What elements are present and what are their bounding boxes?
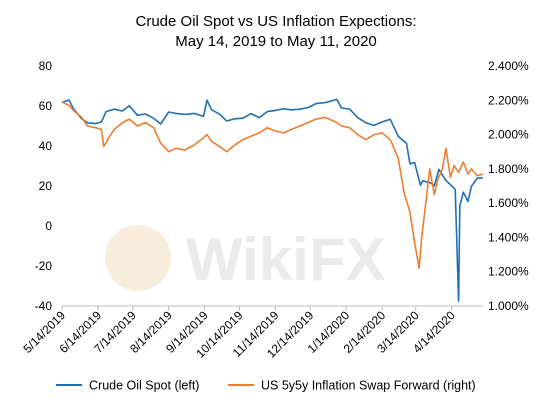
watermark-logo <box>105 225 171 291</box>
right-y-tick-label: 1.000% <box>488 299 529 313</box>
chart-title-line-1: Crude Oil Spot vs US Inflation Expection… <box>136 13 417 30</box>
right-y-tick-label: 1.200% <box>488 265 529 279</box>
left-y-tick-label: 0 <box>45 219 52 233</box>
watermark-text: WikiFX <box>186 226 385 293</box>
left-y-tick-label: -20 <box>35 259 53 273</box>
left-y-tick-label: 80 <box>39 59 53 73</box>
right-y-tick-label: 1.400% <box>488 230 529 244</box>
right-y-tick-label: 2.000% <box>488 128 529 142</box>
legend: Crude Oil Spot (left) US 5y5y Inflation … <box>56 379 476 393</box>
right-y-tick-label: 1.600% <box>488 196 529 210</box>
left-y-tick-label: 20 <box>39 179 53 193</box>
series-line-crude-oil <box>61 98 484 302</box>
right-y-axis: 2.400% 2.200% 2.000% 1.800% 1.600% 1.400% 1.20… <box>488 59 529 313</box>
right-y-tick-label: 2.200% <box>488 93 529 107</box>
right-y-tick-label: 2.400% <box>488 59 529 73</box>
left-y-tick-label: -40 <box>35 299 53 313</box>
series-line-inflation-swap <box>61 101 484 270</box>
left-y-tick-label: 40 <box>39 139 53 153</box>
left-y-tick-label: 60 <box>39 99 53 113</box>
series-lines <box>61 98 484 302</box>
x-axis: 5/14/20196/14/20197/14/20198/14/20199/14… <box>20 306 458 361</box>
legend-label-inflation-swap: US 5y5y Inflation Swap Forward (right) <box>261 379 476 393</box>
right-y-tick-label: 1.800% <box>488 162 529 176</box>
chart-title-line-2: May 14, 2019 to May 11, 2020 <box>175 33 377 50</box>
watermark: WikiFX <box>105 225 385 293</box>
left-y-axis: 80 60 40 20 0 -20 -40 <box>35 59 53 313</box>
legend-label-crude-oil: Crude Oil Spot (left) <box>89 379 199 393</box>
